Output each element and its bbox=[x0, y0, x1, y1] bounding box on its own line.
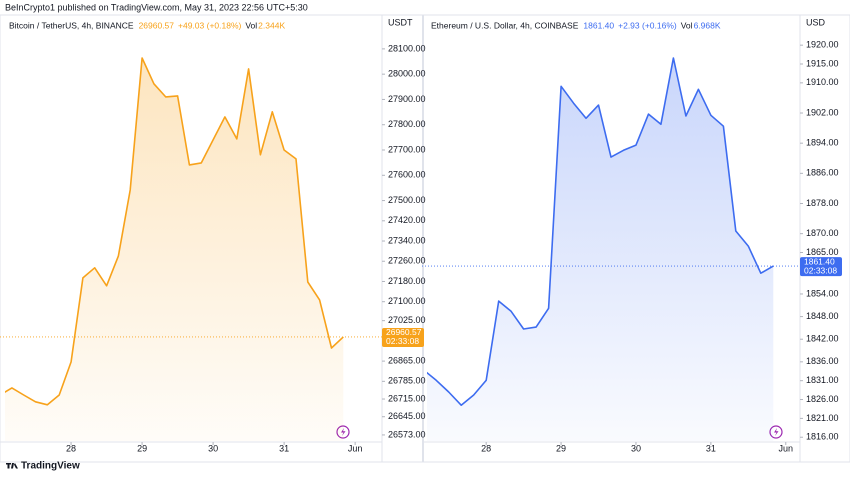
legend-volume-label: Vol bbox=[245, 20, 257, 30]
chart-title: Bitcoin / TetherUS, 4h, BINANCE bbox=[9, 20, 134, 30]
y-tick-label: 1886.00 bbox=[806, 168, 839, 178]
y-tick-label: 27900.00 bbox=[388, 94, 426, 104]
y-tick-label: 1821.00 bbox=[806, 413, 839, 423]
y-tick-label: 1870.00 bbox=[806, 228, 839, 238]
price-tag-countdown: 02:33:08 bbox=[804, 265, 837, 275]
price-line bbox=[5, 57, 344, 406]
y-tick-label: 1878.00 bbox=[806, 198, 839, 208]
y-tick-label: 1920.00 bbox=[806, 40, 839, 50]
frame bbox=[0, 14, 850, 463]
y-tick-label: 28100.00 bbox=[388, 43, 426, 53]
chart-title: Ethereum / U.S. Dollar, 4h, COINBASE bbox=[431, 20, 579, 30]
x-tick-label: 29 bbox=[137, 443, 147, 453]
legend-price: 1861.40 bbox=[583, 20, 614, 30]
y-tick-label: 27180.00 bbox=[388, 276, 426, 286]
legend-volume: 6.968K bbox=[694, 20, 721, 30]
y-tick-label: 28000.00 bbox=[388, 69, 426, 79]
y-tick-label: 26573.00 bbox=[388, 429, 426, 439]
y-tick-label: 1915.00 bbox=[806, 58, 839, 68]
area-fill bbox=[427, 58, 774, 441]
y-tick-label: 27340.00 bbox=[388, 235, 426, 245]
footer-logo bbox=[6, 463, 18, 469]
x-tick-label: 30 bbox=[631, 443, 641, 453]
header: BeInCrypto1 published on TradingView.com… bbox=[5, 2, 308, 12]
y-tick-label: 1910.00 bbox=[806, 77, 839, 87]
y-tick-label: 27500.00 bbox=[388, 195, 426, 205]
y-tick-label: 1836.00 bbox=[806, 356, 839, 366]
x-tick-label: 30 bbox=[208, 443, 218, 453]
y-tick-label: 1865.00 bbox=[806, 247, 839, 257]
price-tag bbox=[382, 327, 424, 347]
x-tick-label: 28 bbox=[66, 443, 76, 453]
x-tick-label: Jun bbox=[779, 443, 794, 453]
legend-price: 26960.57 bbox=[139, 20, 175, 30]
y-tick-label: 26715.00 bbox=[388, 393, 426, 403]
axis-unit: USDT bbox=[388, 17, 413, 27]
legend-volume: 2.344K bbox=[258, 20, 285, 30]
area-fill bbox=[5, 58, 344, 441]
y-tick-label: 1826.00 bbox=[806, 394, 839, 404]
y-tick-label: 26785.00 bbox=[388, 376, 426, 386]
x-tick-label: 31 bbox=[706, 443, 716, 453]
y-tick-label: 27800.00 bbox=[388, 119, 426, 129]
y-tick-label: 1842.00 bbox=[806, 334, 839, 344]
legend-change: +2.93 (+0.16%) bbox=[618, 20, 677, 30]
y-tick-label: 27420.00 bbox=[388, 215, 426, 225]
y-tick-label: 1894.00 bbox=[806, 138, 839, 148]
y-tick-label: 26865.00 bbox=[388, 355, 426, 365]
legend-volume-label: Vol bbox=[681, 20, 693, 30]
y-tick-label: 27260.00 bbox=[388, 256, 426, 266]
price-tag bbox=[800, 257, 842, 277]
price-tag-value: 1861.40 bbox=[804, 256, 835, 266]
y-tick-label: 27025.00 bbox=[388, 315, 426, 325]
y-tick-label: 1831.00 bbox=[806, 375, 839, 385]
footer: TradingView bbox=[21, 461, 80, 472]
axis-unit: USD bbox=[806, 17, 826, 27]
y-tick-label: 1848.00 bbox=[806, 311, 839, 321]
x-tick-label: 29 bbox=[556, 443, 566, 453]
price-tag-value: 26960.57 bbox=[386, 327, 422, 337]
y-tick-label: 1854.00 bbox=[806, 288, 839, 298]
y-tick-label: 1902.00 bbox=[806, 107, 839, 117]
y-tick-label: 27100.00 bbox=[388, 296, 426, 306]
x-tick-label: 28 bbox=[481, 443, 491, 453]
x-tick-label: Jun bbox=[348, 443, 363, 453]
y-tick-label: 27600.00 bbox=[388, 170, 426, 180]
y-tick-label: 26645.00 bbox=[388, 411, 426, 421]
price-tag-countdown: 02:33:08 bbox=[386, 336, 419, 346]
price-line bbox=[427, 57, 774, 406]
y-tick-label: 1816.00 bbox=[806, 432, 839, 442]
y-tick-label: 27700.00 bbox=[388, 144, 426, 154]
legend-change: +49.03 (+0.18%) bbox=[178, 20, 241, 30]
x-tick-label: 31 bbox=[279, 443, 289, 453]
